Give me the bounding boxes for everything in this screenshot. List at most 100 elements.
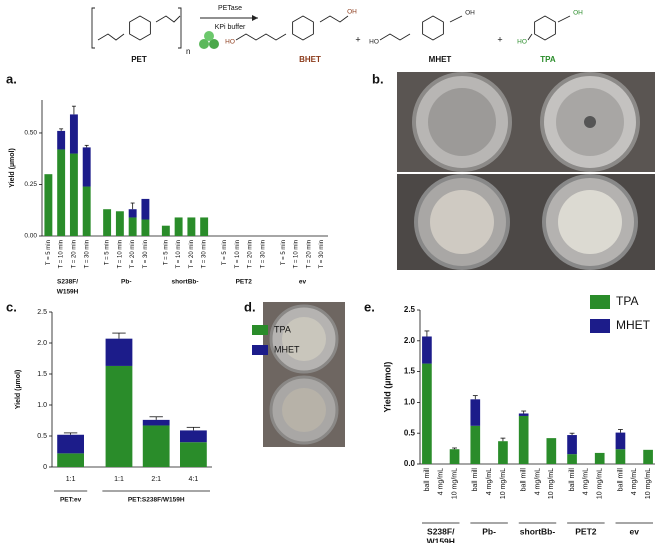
group-label: PET2 [236, 279, 253, 286]
x-tick-label: 4 mg/mL [438, 468, 445, 495]
benzene-ring [422, 15, 444, 41]
error-bar [569, 432, 575, 436]
error-bar [424, 330, 430, 337]
bar-segment [180, 430, 207, 443]
x-tick-label: T = 20 min [306, 240, 312, 268]
x-tick-label: 10 mg/mL [500, 468, 507, 499]
powder [558, 190, 622, 254]
group-label: W159H [427, 536, 455, 543]
group-label: Pb- [121, 279, 131, 286]
compound-label: TPA [540, 55, 556, 64]
legend-swatch [252, 325, 268, 335]
bar-segment [180, 442, 207, 467]
x-tick-label: ball mill [472, 468, 479, 492]
y-tick-label: 0.5 [404, 428, 416, 437]
group-label: ev [630, 526, 640, 536]
y-axis-label: Yield (µmol) [382, 362, 392, 413]
x-tick-label: T = 20 min [71, 240, 77, 268]
bar-segment [546, 438, 557, 464]
y-tick-label: 1.0 [37, 402, 47, 409]
panel-label: e. [364, 299, 375, 314]
x-tick-label: 10 mg/mL [597, 468, 604, 499]
bar-segment [57, 130, 66, 150]
powder [282, 317, 326, 361]
bar-segment [82, 147, 91, 187]
error-bar [112, 332, 126, 339]
bar-segment [103, 209, 112, 236]
legend-swatch [590, 295, 610, 309]
x-tick-label: ball mill [424, 468, 431, 492]
legend-swatch [252, 345, 268, 355]
group-label: S238F/ [57, 279, 78, 286]
legend-label: MHET [274, 344, 300, 354]
bond [97, 15, 181, 41]
error-bar [130, 202, 135, 210]
bar-segment [105, 365, 133, 467]
panel-label: b. [372, 71, 384, 86]
y-tick-label: 2.0 [37, 340, 47, 347]
group-label: shortBb- [171, 279, 198, 286]
error-bar [500, 437, 506, 442]
bar-segment [567, 435, 577, 455]
y-tick-label: 0.00 [24, 233, 37, 240]
error-bar [521, 410, 527, 414]
bar-segment [44, 174, 53, 236]
enzyme-icon [209, 39, 219, 49]
atom-label: OH [573, 10, 583, 17]
error-bar [71, 105, 76, 115]
x-tick-label: T = 10 min [59, 240, 65, 268]
y-tick-label: 2.0 [404, 336, 416, 345]
disk-well [428, 88, 496, 156]
group-label: PET:ev [60, 497, 82, 504]
x-tick-label: ball mill [521, 468, 528, 492]
polymer-bracket [91, 7, 182, 49]
legend-swatch [590, 319, 610, 333]
group-label: W159H [57, 289, 79, 296]
group-label: ev [299, 279, 307, 286]
benzene-ring [129, 15, 151, 41]
x-tick-label: T = 5 min [281, 240, 287, 265]
y-tick-label: 1.0 [404, 398, 416, 407]
bar-segment [141, 198, 150, 220]
x-tick-label: 1:1 [114, 476, 124, 483]
atom-label: HO [225, 39, 235, 46]
bar-segment [142, 425, 170, 467]
x-tick-label: T = 5 min [222, 240, 228, 265]
subscript: n [186, 47, 190, 56]
x-tick-label: T = 20 min [130, 240, 136, 268]
bar-segment [142, 419, 170, 426]
bar-segment [57, 453, 84, 467]
group-label: PET2 [575, 526, 597, 536]
enzyme-icon [199, 39, 209, 49]
x-tick-label: T = 10 min [176, 240, 182, 268]
atom-label: OH [347, 9, 357, 16]
y-tick-label: 1.5 [37, 371, 47, 378]
legend-label: MHET [616, 318, 651, 332]
powder [430, 190, 494, 254]
bar-segment [69, 153, 78, 236]
benzene-ring [292, 15, 314, 41]
bar-segment [449, 449, 460, 464]
x-tick-label: ball mill [617, 468, 624, 492]
x-tick-label: T = 30 min [260, 240, 266, 268]
y-tick-label: 1.5 [404, 367, 416, 376]
y-tick-label: 0.25 [24, 181, 37, 188]
buffer-label: KPi buffer [215, 24, 246, 31]
x-tick-label: T = 5 min [46, 240, 52, 265]
x-tick-label: T = 10 min [294, 240, 300, 268]
scheme: PET n PETase KPi buffer BHET + MHET + TP… [91, 5, 571, 64]
x-tick-label: 10 mg/mL [548, 468, 555, 499]
x-tick-label: T = 5 min [163, 240, 169, 265]
photo-d [263, 302, 345, 447]
enzyme-icon [204, 31, 214, 41]
bar-segment [594, 452, 605, 464]
benzene-ring [534, 15, 556, 41]
bond [235, 15, 349, 41]
compound-label: PET [131, 55, 147, 64]
bond [379, 15, 463, 41]
panel-label: c. [6, 299, 17, 314]
bar-segment [643, 449, 653, 464]
x-tick-label: 4 mg/mL [486, 468, 493, 495]
group-label: PET:S238F/W159H [128, 497, 185, 504]
